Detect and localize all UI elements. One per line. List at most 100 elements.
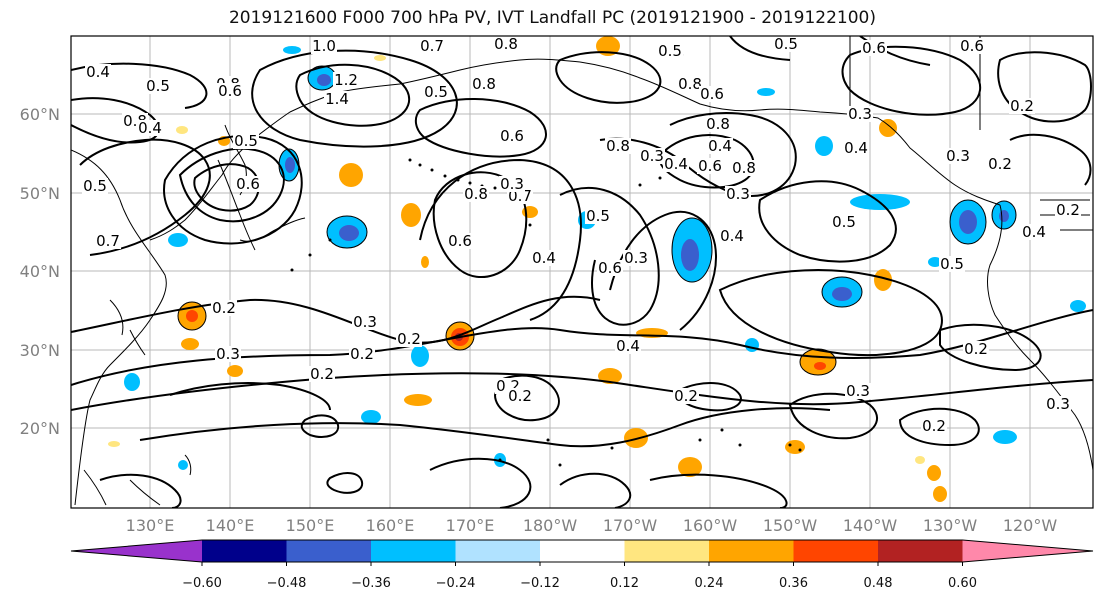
longitude-label: 140°E bbox=[206, 516, 255, 535]
contour-label: 0.6 bbox=[698, 157, 722, 175]
colorbar-segment bbox=[371, 540, 456, 562]
contour-label: 0.3 bbox=[353, 313, 377, 331]
longitude-label: 130°W bbox=[923, 516, 978, 535]
contour-label-bg bbox=[324, 91, 350, 107]
longitude-labels: 130°E 140°E 150°E 160°E 170°E 180°W 170°W 160°W… bbox=[126, 516, 1058, 535]
colorbar-tick-label: 0.24 bbox=[695, 576, 724, 591]
contour-label: 0.2 bbox=[964, 340, 988, 358]
colorbar-extend-high bbox=[962, 540, 1093, 562]
contour-label-bg bbox=[663, 156, 689, 172]
contour-label: 0.8 bbox=[732, 159, 756, 177]
contour-label-bg bbox=[1045, 396, 1071, 412]
contour-label-bg bbox=[831, 214, 857, 230]
contour-label-bg bbox=[311, 38, 337, 54]
contour-label: 0.4 bbox=[86, 63, 110, 81]
longitude-label: 150°E bbox=[286, 516, 335, 535]
contour-label-bg bbox=[235, 176, 261, 192]
contour-label: 0.8 bbox=[464, 185, 488, 203]
contour-label-bg bbox=[85, 64, 111, 80]
contour-label-bg bbox=[615, 338, 641, 354]
contour-label: 0.6 bbox=[700, 85, 724, 103]
colorbar-segment bbox=[793, 540, 879, 562]
contour-label: 0.3 bbox=[846, 382, 870, 400]
contour-label: 0.3 bbox=[624, 249, 648, 267]
contour-label: 0.4 bbox=[616, 337, 640, 355]
contour-label-bg bbox=[471, 76, 497, 92]
contour-label: 0.5 bbox=[83, 177, 107, 195]
contour-label-bg bbox=[861, 40, 887, 56]
contour-label: 0.3 bbox=[726, 185, 750, 203]
contour-label-bg bbox=[987, 156, 1013, 172]
colorbar-segment bbox=[455, 540, 541, 562]
contour-label: 0.3 bbox=[216, 345, 240, 363]
contour-label: 0.5 bbox=[586, 207, 610, 225]
contour-label-bg bbox=[215, 346, 241, 362]
colorbar-segment bbox=[624, 540, 710, 562]
contour-label: 0.6 bbox=[500, 127, 524, 145]
longitude-label: 170°W bbox=[603, 516, 658, 535]
contour-label: 0.3 bbox=[1046, 395, 1070, 413]
contour-label-bg bbox=[507, 388, 533, 404]
colorbar-extend-low bbox=[71, 540, 202, 562]
contour-label-bg bbox=[396, 331, 422, 347]
colorbar-tick-label: −0.60 bbox=[182, 576, 222, 591]
contour-label: 0.5 bbox=[832, 213, 856, 231]
contour-label: 0.3 bbox=[640, 147, 664, 165]
contour-label-bg bbox=[639, 148, 665, 164]
contour-label-bg bbox=[349, 346, 375, 362]
contour-label-bg bbox=[731, 160, 757, 176]
longitude-label: 180°W bbox=[523, 516, 578, 535]
contour-label-bg bbox=[463, 186, 489, 202]
contour-labels: 1.00.70.80.40.50.60.60.40.50.81.41.20.80… bbox=[82, 35, 1081, 435]
colorbar-tick-label: 0.60 bbox=[948, 576, 977, 591]
contour-label-bg bbox=[499, 128, 525, 144]
colorbar-labels: −0.60 −0.48 −0.36 −0.24 −0.12 0.12 0.24 0.36 0.4… bbox=[182, 562, 977, 591]
contour-label-bg bbox=[137, 120, 163, 136]
contour-label-bg bbox=[939, 256, 965, 272]
contour-label-bg bbox=[963, 341, 989, 357]
contour-label: 0.6 bbox=[448, 232, 472, 250]
contour-label-bg bbox=[1009, 98, 1035, 114]
longitude-label: 170°E bbox=[446, 516, 495, 535]
latitude-label: 40°N bbox=[20, 262, 60, 281]
patch-outlines bbox=[177, 65, 1017, 376]
map-frame bbox=[70, 35, 1094, 509]
contour-label-bg bbox=[233, 133, 259, 149]
contour-label: 0.5 bbox=[940, 255, 964, 273]
contour-label-bg bbox=[677, 76, 703, 92]
contour-label: 0.2 bbox=[508, 387, 532, 405]
contour-label-bg bbox=[309, 366, 335, 382]
contour-label-bg bbox=[1055, 202, 1081, 218]
colorbar-segment bbox=[202, 540, 287, 562]
contour-label: 0.6 bbox=[598, 259, 622, 277]
contour-label: 0.5 bbox=[774, 35, 798, 53]
contour-label-bg bbox=[945, 148, 971, 164]
contour-label: 0.2 bbox=[212, 299, 236, 317]
contour-label-bg bbox=[1021, 224, 1047, 240]
longitude-label: 140°W bbox=[843, 516, 898, 535]
contour-label: 0.8 bbox=[678, 75, 702, 93]
contour-label-bg bbox=[211, 300, 237, 316]
contour-label-bg bbox=[921, 418, 947, 434]
longitude-label: 160°E bbox=[366, 516, 415, 535]
contour-label-bg bbox=[423, 84, 449, 100]
latitude-label: 30°N bbox=[20, 341, 60, 360]
contour-label-bg bbox=[352, 314, 378, 330]
latitude-label: 20°N bbox=[20, 419, 60, 438]
contour-label-bg bbox=[843, 140, 869, 156]
longitude-label: 130°E bbox=[126, 516, 175, 535]
contour-label: 0.8 bbox=[494, 35, 518, 53]
contour-label: 0.3 bbox=[848, 105, 872, 123]
contour-label: 0.4 bbox=[532, 249, 556, 267]
contour-label: 0.3 bbox=[500, 175, 524, 193]
contour-label: 0.5 bbox=[146, 77, 170, 95]
latitude-labels: 20°N 30°N 40°N 50°N 60°N bbox=[20, 105, 60, 438]
contour-label: 0.2 bbox=[1056, 201, 1080, 219]
contour-label: 0.2 bbox=[350, 345, 374, 363]
contour-label: 0.2 bbox=[922, 417, 946, 435]
colorbar-segment bbox=[878, 540, 963, 562]
contour-label: 0.4 bbox=[720, 227, 744, 245]
longitude-label: 160°W bbox=[683, 516, 738, 535]
contour-label-bg bbox=[145, 78, 171, 94]
